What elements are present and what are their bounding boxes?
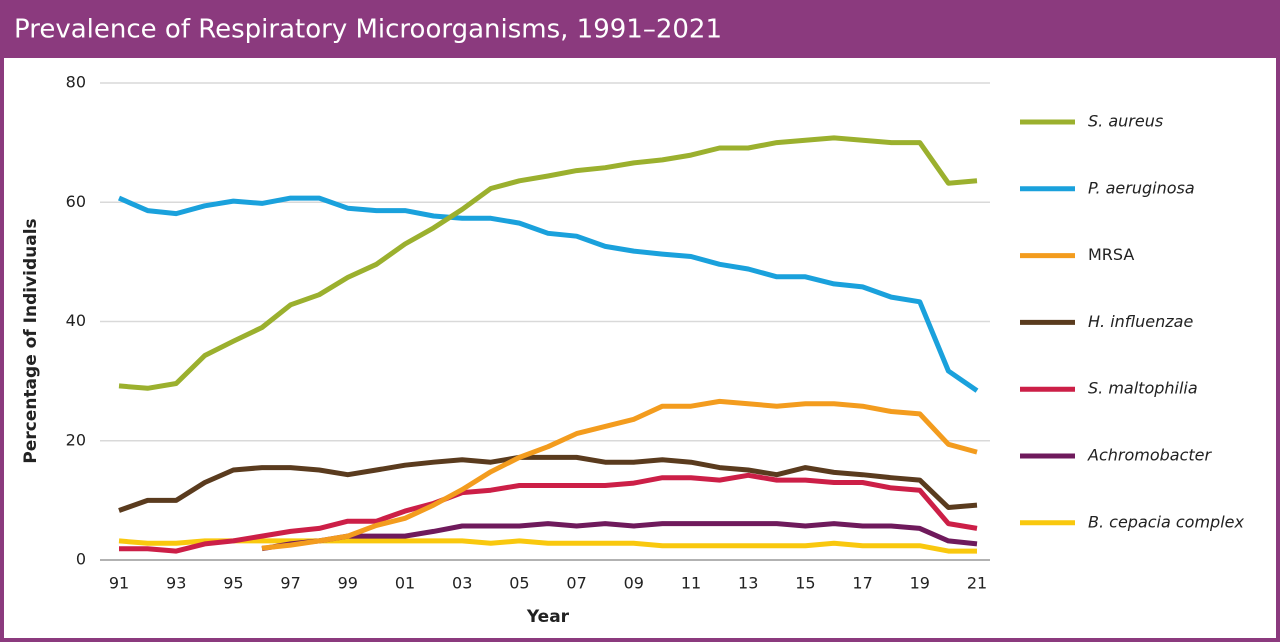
series-line xyxy=(118,454,978,513)
series-line xyxy=(118,135,978,391)
legend-label: B. cepacia complex xyxy=(1088,512,1245,531)
series-line xyxy=(261,398,978,551)
series-line xyxy=(117,195,979,393)
legend-label: S. maltophilia xyxy=(1088,379,1198,398)
legend-label: H. influenzae xyxy=(1088,312,1193,331)
y-tick-label: 20 xyxy=(66,430,86,449)
series-line xyxy=(261,521,978,552)
x-tick-label: 95 xyxy=(223,574,243,593)
y-axis-label: Percentage of Individuals xyxy=(21,218,41,463)
y-tick-label: 40 xyxy=(66,311,86,330)
y-tick-label: 60 xyxy=(66,192,86,211)
series-line xyxy=(119,472,978,554)
panel xyxy=(4,58,1276,638)
x-tick-label: 99 xyxy=(338,574,358,593)
x-tick-label: 07 xyxy=(566,574,586,593)
x-tick-label: 11 xyxy=(681,574,701,593)
x-tick-label: 09 xyxy=(624,574,644,593)
x-tick-label: 17 xyxy=(852,574,872,593)
legend-label: MRSA xyxy=(1088,245,1134,264)
y-tick-label: 0 xyxy=(76,550,86,569)
x-tick-label: 97 xyxy=(280,574,300,593)
x-tick-label: 13 xyxy=(738,574,758,593)
x-tick-label: 01 xyxy=(395,574,415,593)
x-tick-label: 19 xyxy=(910,574,930,593)
legend-label: Achromobacter xyxy=(1087,446,1213,465)
x-tick-label: 03 xyxy=(452,574,472,593)
x-tick-label: 05 xyxy=(509,574,529,593)
x-tick-label: 21 xyxy=(967,574,987,593)
x-tick-label: 91 xyxy=(109,574,129,593)
x-axis-label: Year xyxy=(526,607,570,627)
x-tick-label: 15 xyxy=(795,574,815,593)
legend-label: S. aureus xyxy=(1088,112,1163,131)
y-tick-label: 80 xyxy=(66,73,86,92)
legend-label: P. aeruginosa xyxy=(1088,178,1195,197)
series-line xyxy=(118,538,977,554)
x-tick-label: 93 xyxy=(166,574,186,593)
chart-title: Prevalence of Respiratory Microorganisms… xyxy=(14,15,722,45)
